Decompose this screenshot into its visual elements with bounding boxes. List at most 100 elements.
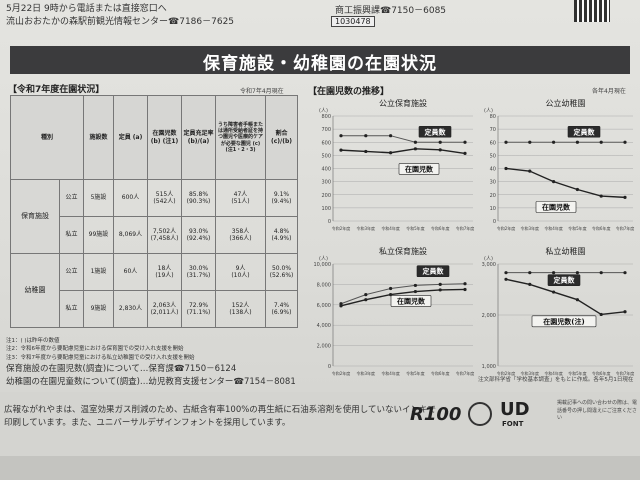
data-point [413,289,417,294]
cell-enrolled: 18人 (19人) [147,253,182,291]
y-tick-label: 1,000 [482,364,496,370]
y-tick-label: 0 [493,219,496,225]
r100-logo: R100 [410,404,462,425]
y-tick-label: 20 [490,193,496,199]
data-point [438,140,442,144]
data-point [575,271,579,275]
data-point [438,148,442,152]
data-point [575,298,579,302]
data-point [623,195,627,199]
x-tick-label: 令和3年度 [357,370,376,376]
cell-facilities: 1施設 [83,253,114,291]
x-tick-label: 令和6年度 [431,370,450,376]
data-point [528,271,532,275]
data-point [599,194,603,198]
page-fold [0,456,640,480]
table-as-of: 令和7年4月現在 [240,88,284,95]
y-tick-label: 50 [490,153,496,159]
y-tick-label: 60 [490,140,496,146]
enrollment-table: 種別 施設数 定員 (a) 在園児数 (b) (注1) 定員充足率 (b)/(a… [9,95,298,328]
table-row: 保育施設 公立 5施設 600人 515人 (542人) 85.8% (90.3%)… [9,179,298,254]
y-tick-label: 200 [321,193,331,199]
x-tick-label: 令和5年度 [406,370,425,376]
y-tick-label: 0 [328,364,331,370]
charts-as-of: 各年4月現在 [592,88,626,95]
data-point [413,140,417,144]
page-title: 保育施設・幼稚園の在園状況 [203,54,437,74]
x-tick-label: 令和4年度 [381,225,400,231]
id-box: 1030478 [331,16,375,27]
x-tick-label: 令和2年度 [332,370,351,376]
data-point [438,282,442,286]
table-notes: 注1：( )は昨年の数値 注2：令和6年度から要配慮児童における保育園での受け入… [6,337,195,362]
series-label: 定員数 [554,276,576,285]
row-type: 公立 [59,253,84,291]
footer-line-2: 印刷しています。また、ユニバーサルデザインフォントを採用しています。 [4,418,291,429]
series-label-box [531,315,597,328]
note-3: 注3：令和7年度から要配慮児童における私立幼稚園での受け入れ支援を開始 [6,354,195,361]
cell-enrolled: 515人 (542人) [147,179,182,217]
y-tick-label: 2,000 [317,344,331,350]
butterfly-logo-icon [468,402,492,426]
cell-enrolled: 2,063人 (2,011人) [147,290,182,328]
x-tick-label: 令和5年度 [406,225,425,231]
data-point [528,282,532,286]
cell-capacity: 8,069人 [113,216,148,254]
data-point [504,271,508,275]
x-tick-label: 令和3年度 [521,225,540,231]
data-point [339,304,343,308]
y-tick-label: 6,000 [317,303,331,309]
x-tick-label: 令和2年度 [497,370,516,376]
chart-title: 公立幼稚園 [546,98,586,108]
series-label-box [547,274,581,286]
table-row: 私立 9施設 2,830人 2,063人 (2,011人) 72.9% (71.1%… [11,290,298,328]
data-point [364,293,368,297]
series-line [340,288,466,307]
series-label: 定員数 [425,127,447,136]
series-line [341,135,465,143]
cell-capacity: 60人 [113,253,148,291]
charts-svg: 公立保育施設(人)0100200300400500600700800令和2年度令… [314,98,635,376]
series-line [340,283,466,305]
data-point [463,140,467,144]
cell-facilities: 9施設 [83,290,114,328]
y-tick-label: 3,000 [482,262,496,268]
row-type: 公立 [59,179,84,217]
series-label: 在園児数 [397,296,426,305]
series-label-box [398,163,440,175]
data-point [528,169,532,173]
y-tick-label: 400 [321,167,331,173]
series-label-box [567,125,601,138]
cell-ratio: 9.1% (9.4%) [265,179,298,217]
data-point [623,310,627,314]
y-tick-label: 8,000 [317,282,331,288]
data-point [552,290,556,294]
data-point [339,148,343,152]
cell-special: 9人 (10人) [215,253,266,291]
data-point [599,140,603,144]
x-tick-label: 令和6年度 [431,225,450,231]
chart-title: 公立保育施設 [379,98,427,108]
th-facilities: 施設数 [83,95,114,180]
chart-unit: (人) [484,108,493,114]
y-tick-label: 4,000 [317,323,331,329]
x-tick-label: 令和7年度 [456,370,475,376]
cell-facilities: 99施設 [83,216,114,254]
series-label-box [418,125,452,138]
y-tick-label: 10 [490,206,496,212]
y-tick-label: 100 [321,206,331,212]
cell-ratio: 7.4% (6.9%) [265,290,298,328]
y-tick-label: 0 [328,219,331,225]
th-fill-rate: 定員充足率 (b)/(a) [181,95,216,180]
ud-logo: UD [500,399,530,420]
title-band: 保育施設・幼稚園の在園状況 [10,46,630,74]
data-point [364,134,368,138]
y-tick-label: 80 [490,114,496,120]
series-label: 定員数 [574,127,596,136]
data-point [389,134,393,138]
x-tick-label: 令和7年度 [616,225,635,231]
chart-title: 私立幼稚園 [546,246,586,256]
x-tick-label: 令和4年度 [544,225,563,231]
y-tick-label: 700 [321,127,331,133]
data-point [413,147,417,151]
